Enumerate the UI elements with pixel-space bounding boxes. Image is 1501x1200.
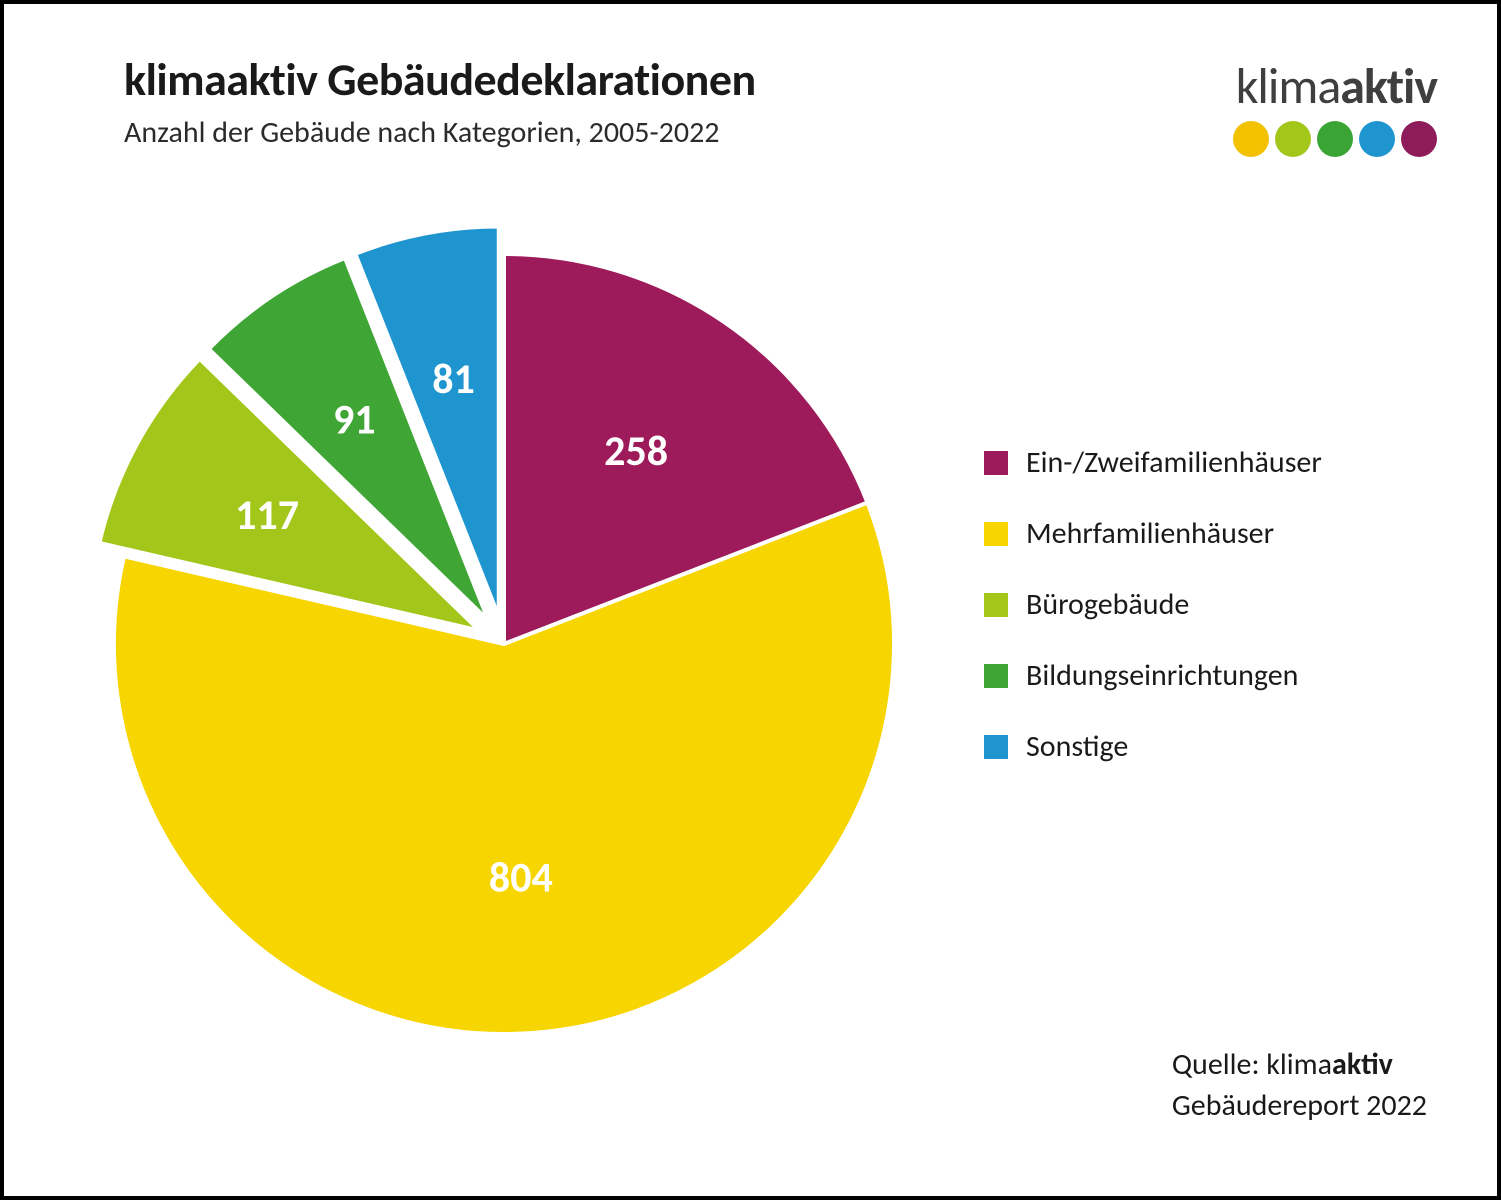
source-prefix: Quelle:: [1172, 1046, 1266, 1083]
logo-dots: [1227, 121, 1437, 157]
logo-wordmark: klimaaktiv: [1227, 56, 1437, 117]
logo-dot: [1359, 121, 1395, 157]
legend-swatch: [984, 735, 1008, 759]
slice-value-label: 117: [235, 490, 299, 541]
legend-item: Mehrfamilienhäuser: [984, 515, 1322, 552]
source-citation: Quelle: klimaaktiv Gebäudereport 2022: [1172, 1045, 1427, 1126]
legend-label: Bildungseinrichtungen: [1026, 657, 1298, 694]
title-block: klimaaktiv Gebäudedeklarationen Anzahl d…: [124, 52, 756, 151]
logo-dot: [1233, 121, 1269, 157]
source-brand-light: klima: [1266, 1046, 1332, 1083]
legend-item: Bürogebäude: [984, 586, 1322, 623]
legend-label: Mehrfamilienhäuser: [1026, 515, 1274, 552]
legend-swatch: [984, 451, 1008, 475]
slice-value-label: 804: [489, 852, 553, 903]
klimaaktiv-logo: klimaaktiv: [1227, 56, 1437, 157]
source-line2: Gebäudereport 2022: [1172, 1087, 1427, 1124]
legend-label: Bürogebäude: [1026, 586, 1189, 623]
logo-dot: [1275, 121, 1311, 157]
pie-svg: 258 804 117 91 81: [94, 214, 914, 1034]
legend-item: Sonstige: [984, 728, 1322, 765]
legend-label: Ein-/Zweifamilienhäuser: [1026, 444, 1322, 481]
legend: Ein-/Zweifamilienhäuser Mehrfamilienhäuse…: [984, 444, 1322, 799]
slice-value-label: 258: [604, 426, 668, 477]
pie-chart: 258 804 117 91 81: [94, 214, 914, 1034]
logo-text-bold: aktiv: [1340, 56, 1437, 117]
slice-value-label: 81: [432, 354, 475, 405]
legend-label: Sonstige: [1026, 728, 1128, 765]
logo-text-light: klima: [1236, 56, 1341, 117]
slice-value-label: 91: [333, 395, 376, 446]
legend-item: Ein-/Zweifamilienhäuser: [984, 444, 1322, 481]
legend-swatch: [984, 522, 1008, 546]
source-brand-bold: aktiv: [1332, 1046, 1393, 1083]
chart-title: klimaaktiv Gebäudedeklarationen: [124, 52, 756, 108]
legend-swatch: [984, 664, 1008, 688]
logo-dot: [1317, 121, 1353, 157]
logo-dot: [1401, 121, 1437, 157]
chart-subtitle: Anzahl der Gebäude nach Kategorien, 2005…: [124, 114, 756, 151]
legend-swatch: [984, 593, 1008, 617]
legend-item: Bildungseinrichtungen: [984, 657, 1322, 694]
chart-frame: klimaaktiv Gebäudedeklarationen Anzahl d…: [0, 0, 1501, 1200]
